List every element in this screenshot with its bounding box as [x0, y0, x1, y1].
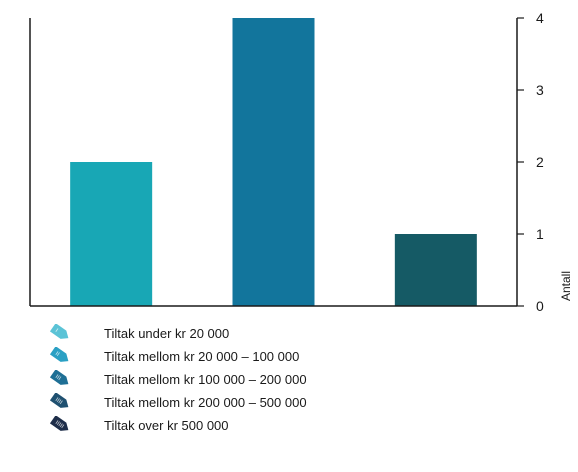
y-tick-label-3: 3 [536, 82, 544, 98]
bar-1 [70, 162, 153, 306]
legend-label: Tiltak mellom kr 20 000 – 100 000 [104, 348, 300, 364]
tag-icon [49, 347, 69, 362]
legend-item: Tiltak mellom kr 20 000 – 100 000 [48, 345, 307, 367]
tag-icon [49, 370, 69, 385]
y-tick-label-1: 1 [536, 226, 544, 242]
bar-2 [232, 18, 315, 306]
tag-icon [49, 416, 69, 431]
legend-label: Tiltak mellom kr 100 000 – 200 000 [104, 371, 307, 387]
y-axis-title: Antall [559, 271, 573, 301]
legend: Tiltak under kr 20 000 Tiltak mellom kr 2… [48, 322, 307, 437]
legend-item: Tiltak mellom kr 100 000 – 200 000 [48, 368, 307, 390]
legend-label: Tiltak mellom kr 200 000 – 500 000 [104, 394, 307, 410]
y-tick-label-2: 2 [536, 154, 544, 170]
bar-3 [394, 234, 477, 306]
y-tick-label-4: 4 [536, 10, 544, 26]
bar-chart: 0 1 2 3 4 Antall [29, 10, 573, 314]
legend-label: Tiltak under kr 20 000 [104, 325, 230, 341]
legend-item: Tiltak under kr 20 000 [48, 322, 307, 344]
legend-label: Tiltak over kr 500 000 [104, 417, 229, 433]
tag-icon [49, 393, 69, 408]
tag-icon [49, 324, 69, 339]
y-tick-label-0: 0 [536, 298, 544, 314]
legend-item: Tiltak over kr 500 000 [48, 414, 307, 436]
legend-item: Tiltak mellom kr 200 000 – 500 000 [48, 391, 307, 413]
